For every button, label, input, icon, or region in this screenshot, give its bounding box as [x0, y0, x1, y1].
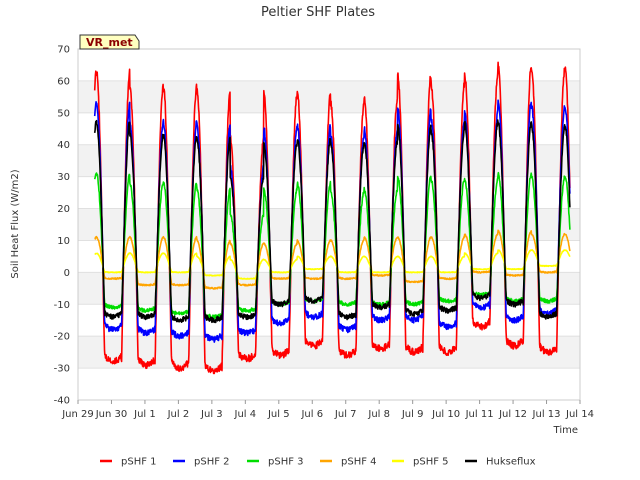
grid-band: [78, 368, 580, 400]
series-layer: [93, 61, 571, 375]
x-tick-label: Jul 9: [401, 409, 424, 420]
y-tick-label: 30: [57, 172, 70, 183]
x-tick-label: Jul 1: [133, 409, 156, 420]
legend-label: pSHF 2: [194, 457, 230, 468]
legend: pSHF 1 pSHF 2 pSHF 3 pSHF 4 pSHF 5 Hukseflux: [100, 457, 536, 468]
legend-label: Hukseflux: [486, 457, 536, 468]
x-tick-label: Jul 13: [532, 409, 561, 420]
y-tick-label: 70: [57, 45, 70, 56]
x-tick-label: Jul 12: [498, 409, 527, 420]
legend-label: pSHF 4: [341, 457, 377, 468]
y-tick-label: -30: [54, 364, 70, 375]
y-tick-label: 50: [57, 108, 70, 119]
y-tick-label: 10: [57, 236, 70, 247]
grid-band: [78, 49, 580, 81]
badge-text: VR_met: [86, 36, 133, 49]
y-tick-label: -20: [54, 332, 70, 343]
legend-label: pSHF 1: [121, 457, 157, 468]
x-tick-label: Jul 11: [465, 409, 494, 420]
x-tick-label: Jul 2: [167, 409, 190, 420]
x-tick-label: Jul 8: [367, 409, 390, 420]
x-tick-label: Jul 14: [565, 409, 594, 420]
legend-label: pSHF 5: [413, 457, 449, 468]
series-line-hukseflux: [93, 119, 571, 324]
x-tick-label: Jun 30: [95, 409, 128, 420]
x-tick-label: Jul 6: [300, 409, 323, 420]
x-tick-label: Jul 4: [234, 409, 257, 420]
x-axis-ticks: Jun 29 Jun 30 Jul 1 Jul 2 Jul 3 Jul 4 Jul 5 Jul…: [61, 400, 594, 420]
x-axis-label: Time: [553, 425, 578, 436]
y-tick-label: 60: [57, 76, 70, 87]
x-tick-label: Jun 29: [61, 409, 94, 420]
x-tick-label: Jul 7: [334, 409, 357, 420]
y-tick-label: 40: [57, 140, 70, 151]
x-tick-label: Jul 10: [431, 409, 460, 420]
y-tick-label: 0: [64, 268, 70, 279]
grid-band: [78, 336, 580, 369]
y-tick-label: -10: [54, 300, 70, 311]
vr-met-badge: VR_met: [79, 34, 140, 50]
chart-title: Peltier SHF Plates: [261, 5, 375, 20]
x-tick-label: Jul 5: [267, 409, 290, 420]
y-tick-label: 20: [57, 204, 70, 215]
legend-label: pSHF 3: [268, 457, 304, 468]
grid-band: [78, 272, 580, 305]
y-tick-label: -40: [54, 396, 70, 407]
grid-band: [78, 304, 580, 337]
x-tick-label: Jul 3: [200, 409, 223, 420]
y-axis-ticks: -40 -30 -20 -10 0 10 20 30 40 50 60 70: [54, 45, 70, 407]
plot-frame: [77, 48, 581, 401]
y-axis-label: Soil Heat Flux (W/m2): [10, 169, 21, 278]
